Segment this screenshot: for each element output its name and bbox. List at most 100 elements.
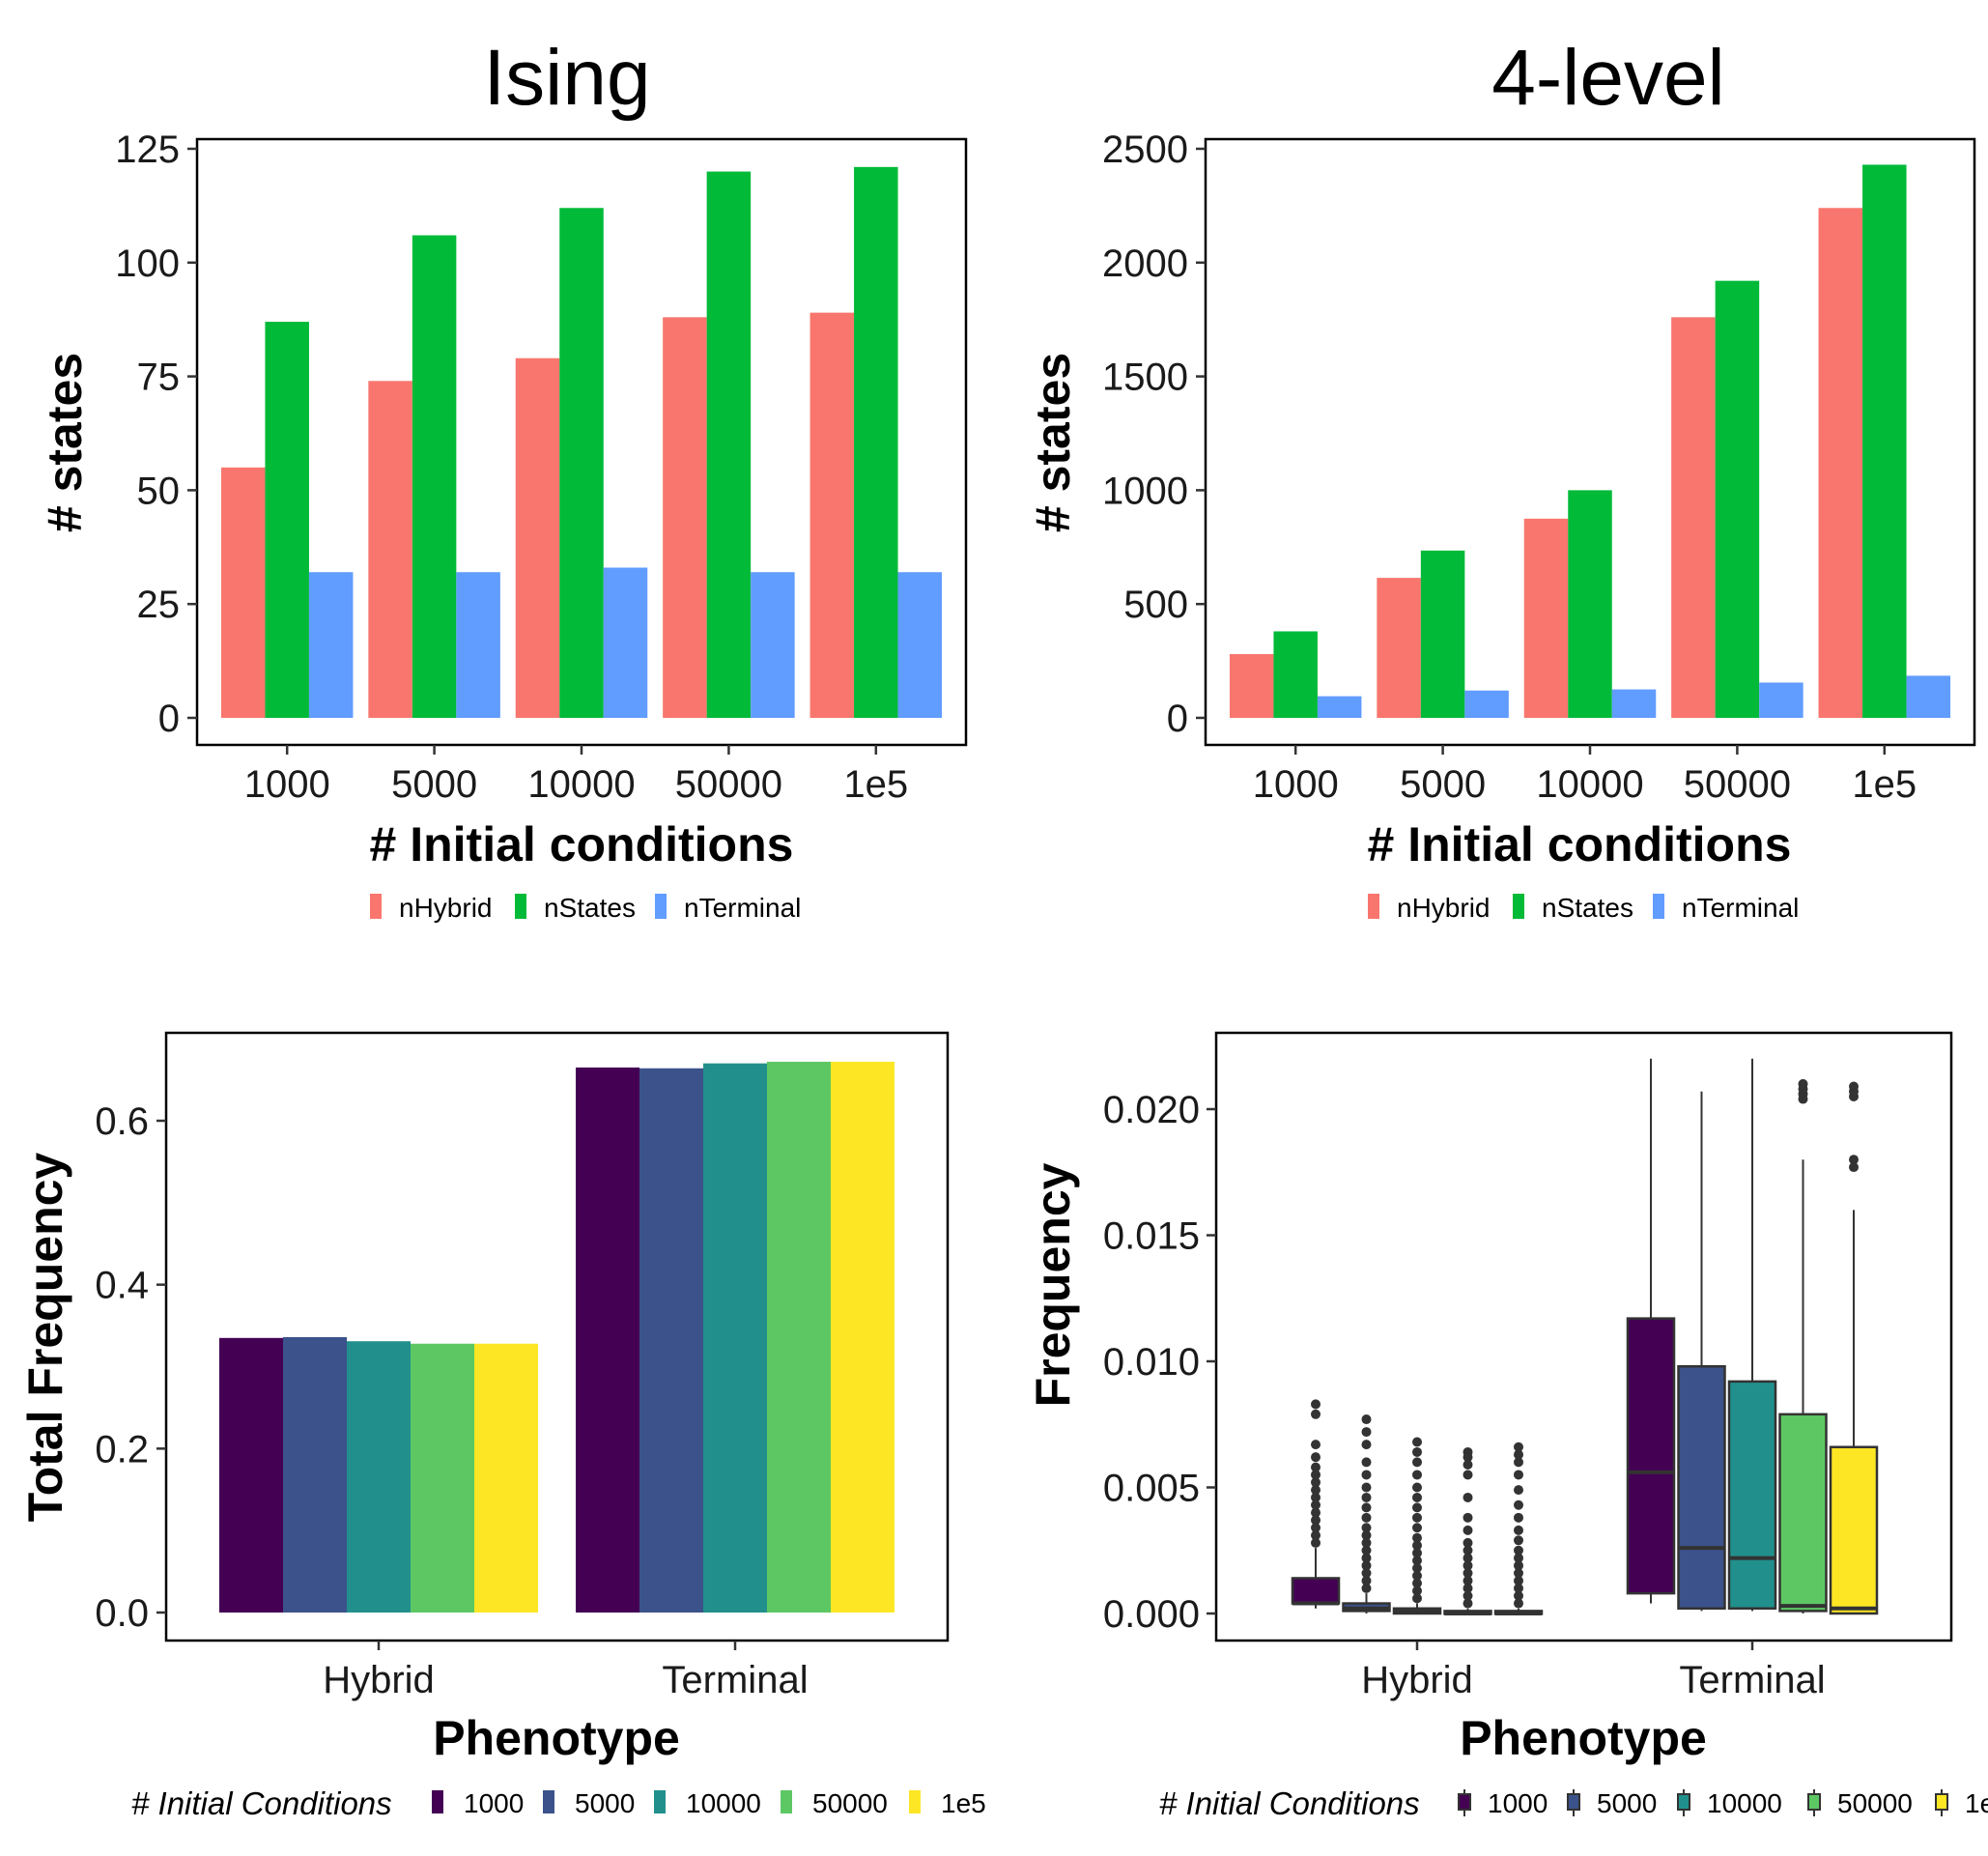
outlier-point [1412,1523,1422,1533]
outlier-point [1463,1568,1473,1579]
legend-label-1000: 1000 [1488,1788,1548,1818]
legend-label-50000: 50000 [1837,1788,1913,1818]
box-marks-frequency [1291,1058,1879,1615]
bar-5000-Terminal [639,1068,703,1613]
outlier-point [1412,1556,1422,1566]
outlier-point [1463,1576,1473,1586]
legend-key-nHybrid [1368,894,1379,919]
y-tick-label: 0 [1167,698,1188,740]
outlier-point [1311,1462,1321,1472]
legend-label-5000: 5000 [1597,1788,1657,1818]
legend-4-level: nHybrid nStates nTerminal [1368,893,1799,923]
outlier-point [1849,1081,1859,1092]
legend-key-1e [1935,1793,1948,1811]
x-tick-label: Terminal [1679,1659,1825,1701]
panel-ising: Ising 1000 5000 10000 50000 1e5 0 25 50 75 100 125… [38,34,968,923]
bar-nTerminal-1000 [308,572,354,718]
outlier-point [1463,1460,1473,1471]
y-tick-label: 0.6 [95,1100,149,1143]
bar-nTerminal-50000 [751,572,795,718]
legend-key-50000 [781,1790,792,1813]
legend-label-10000: 10000 [1707,1788,1782,1818]
y-tick-label: 0.4 [95,1265,149,1307]
bar-nTerminal-5000 [1464,690,1509,718]
legend-label-1e: 1e [1965,1788,1988,1818]
outlier-point [1361,1523,1372,1533]
outlier-point [1311,1492,1321,1502]
outlier-point [1311,1409,1321,1419]
bar-nHybrid-1000 [220,467,266,718]
outlier-point [1463,1512,1473,1523]
outlier-point [1412,1437,1422,1447]
bar-nHybrid-10000 [515,357,560,718]
x-axis-title-frequency: Phenotype [1460,1711,1707,1765]
bar-nTerminal-1e5 [897,572,943,718]
outlier-point [1361,1427,1372,1438]
legend-label-nStates: nStates [544,893,636,923]
legend-label-nHybrid: nHybrid [1397,893,1490,923]
outlier-point [1311,1515,1321,1526]
box-1000-Hybrid [1291,1399,1341,1609]
bar-nStates-5000 [412,235,457,718]
bar-marks-ising [220,166,943,719]
bar-1000-Terminal [576,1067,639,1613]
outlier-point [1412,1540,1422,1551]
bar-nStates-10000 [559,208,604,719]
bar-nHybrid-1e5 [809,312,855,718]
outlier-point [1463,1470,1473,1480]
outlier-point [1412,1532,1422,1543]
box-body [1626,1317,1676,1595]
outlier-point [1311,1507,1321,1518]
outlier-point [1361,1512,1372,1523]
axis-ticks-frequency: Hybrid Terminal 0.000 0.005 0.010 0.015 0.020 [1103,1089,1826,1701]
outlier-point [1463,1553,1473,1563]
chart-title-ising: Ising [483,34,650,122]
outlier-point [1412,1512,1422,1523]
legend-label-nTerminal: nTerminal [684,893,801,923]
bar-1e5-Terminal [831,1061,895,1613]
plot-area-total-frequency [164,1031,950,1642]
bar-nHybrid-10000 [1523,518,1569,718]
bar-nStates-1e5 [854,166,898,718]
y-tick-label: 50 [137,470,181,512]
y-tick-label: 0.010 [1103,1341,1200,1384]
outlier-point [1361,1470,1372,1480]
outlier-point [1311,1523,1321,1533]
outlier-point [1412,1585,1422,1596]
outlier-point [1311,1477,1321,1488]
outlier-point [1463,1545,1473,1556]
panel-4-level: 4-level 1000 5000 10000 50000 1e5 0 500 1000 150… [1026,34,1976,923]
outlier-point [1463,1598,1473,1609]
outlier-point [1361,1502,1372,1513]
legend-key-nStates [515,894,526,919]
outlier-point [1361,1583,1372,1593]
outlier-point [1361,1482,1372,1493]
box-1e5-Hybrid [1493,1442,1544,1615]
bar-50000-Hybrid [411,1343,474,1613]
box-1e5-Terminal [1829,1081,1879,1615]
bar-nHybrid-5000 [368,381,412,718]
outlier-point [1514,1583,1523,1593]
bar-nHybrid-5000 [1377,578,1421,718]
outlier-point [1412,1578,1422,1588]
box-10000-Hybrid [1392,1437,1442,1615]
outlier-point [1361,1440,1372,1450]
outlier-point [1514,1590,1523,1601]
y-axis-title-total-frequency: Total Frequency [18,1153,72,1523]
y-tick-label: 125 [115,128,180,171]
outlier-point [1311,1499,1321,1510]
box-5000-Terminal [1677,1091,1726,1612]
axis-ticks-4-level: 1000 5000 10000 50000 1e5 0 500 1000 1500 2000 250… [1102,128,1917,806]
outlier-point [1463,1525,1473,1535]
outlier-point [1311,1530,1321,1541]
outlier-point [1514,1442,1523,1452]
legend-label-nTerminal: nTerminal [1682,893,1799,923]
outlier-point [1412,1570,1422,1581]
bar-nTerminal-10000 [1611,689,1657,718]
legend-label-nHybrid: nHybrid [399,893,492,923]
outlier-point [1311,1485,1321,1496]
legend-key-nStates [1513,894,1524,919]
legend-title: # Initial Conditions [1159,1785,1420,1821]
legend-title: # Initial Conditions [131,1785,392,1821]
